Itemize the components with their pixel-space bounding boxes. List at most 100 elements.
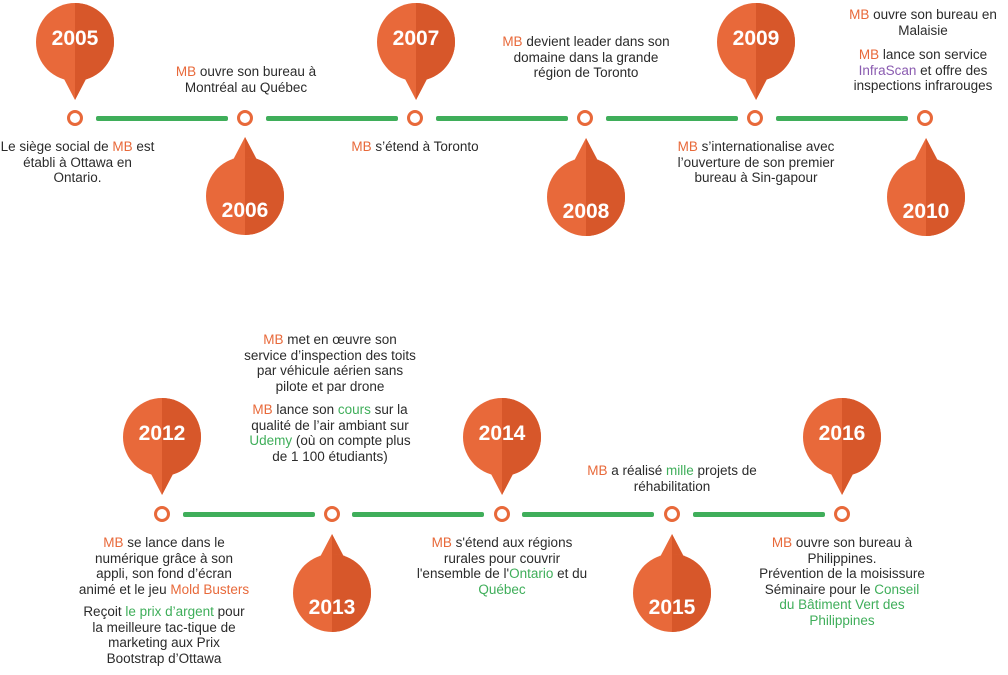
year-marker-2013: 2013: [292, 533, 372, 633]
timeline-segment: [606, 116, 738, 121]
map-pin-icon: [206, 137, 284, 235]
timeline-segment: [436, 116, 568, 121]
event-text-2006: MB ouvre son bureau à Montréal au Québec: [158, 64, 334, 95]
timeline-node-2015: [664, 506, 680, 522]
brand-name: MB: [103, 535, 124, 550]
event-text: et du: [553, 566, 588, 581]
event-text-2015: MB a réalisé mille projets de réhabilita…: [584, 463, 760, 494]
award-name: le prix d’argent: [125, 604, 214, 619]
brand-name: MB: [351, 139, 372, 154]
event-text: s’étend à Toronto: [371, 139, 479, 154]
year-marker-2015: 2015: [632, 533, 712, 633]
timeline-segment: [693, 512, 825, 517]
event-text-2016: MB ouvre son bureau à Philippines. Préve…: [756, 535, 928, 628]
map-pin-icon: [633, 534, 711, 632]
timeline-node-2006: [237, 110, 253, 126]
organization-name: Conseil du Bâtiment Vert des Philippines: [779, 581, 920, 628]
map-pin-icon: [36, 3, 114, 100]
brand-name: MB: [849, 7, 870, 22]
timeline-node-2014: [494, 506, 510, 522]
brand-name: MB: [587, 463, 608, 478]
service-name: InfraScan: [858, 62, 917, 78]
event-text-2013: MB met en œuvre son service d’inspection…: [244, 332, 416, 464]
timeline-segment: [522, 512, 654, 517]
brand-name: MB: [112, 139, 133, 154]
year-label: 2005: [51, 27, 99, 50]
timeline-segment: [266, 116, 398, 121]
timeline-node-2012: [154, 506, 170, 522]
year-label: 2014: [478, 422, 526, 445]
event-text: s’internationalise avec l’ouverture de s…: [677, 139, 835, 185]
event-text-2007: MB s’étend à Toronto: [330, 139, 500, 155]
event-text-2009: MB s’internationalise avec l’ouverture d…: [670, 139, 842, 186]
map-pin-icon: [123, 398, 201, 495]
timeline-node-2007: [407, 110, 423, 126]
game-name: Mold Busters: [170, 581, 250, 597]
event-text: et offre des inspections infrarouges: [853, 62, 993, 94]
timeline-node-2009: [747, 110, 763, 126]
map-pin-icon: [547, 138, 625, 236]
timeline-node-2010: [917, 110, 933, 126]
year-label: 2006: [221, 199, 269, 222]
year-marker-2009: 2009: [716, 2, 796, 102]
event-text: pour la meilleure tac-tique de marketing…: [92, 604, 245, 666]
year-label: 2013: [308, 596, 356, 619]
region-name: Québec: [478, 581, 526, 597]
brand-name: MB: [431, 535, 452, 550]
map-pin-icon: [463, 398, 541, 495]
year-label: 2010: [902, 200, 950, 223]
map-pin-icon: [803, 398, 881, 495]
event-text: sur la qualité de l’air ambiant sur: [251, 402, 409, 433]
event-text-2010: MB ouvre son bureau en Malaisie MB lance…: [840, 7, 1006, 94]
event-text: ouvre son bureau à Montréal au Québec: [184, 64, 317, 95]
year-marker-2016: 2016: [802, 397, 882, 497]
year-label: 2009: [732, 27, 780, 50]
timeline-node-2008: [577, 110, 593, 126]
brand-name: MB: [677, 139, 698, 154]
event-text: a réalisé: [607, 463, 666, 478]
timeline-node-2016: [834, 506, 850, 522]
event-text: lance son service: [879, 47, 988, 62]
brand-name: MB: [771, 535, 793, 550]
map-pin-icon: [887, 138, 965, 236]
brand-name: MB: [502, 34, 523, 49]
event-text: s'étend aux régions rurales pour couvrir…: [416, 535, 573, 581]
brand-name: MB: [858, 47, 880, 62]
year-marker-2012: 2012: [122, 397, 202, 497]
event-text: lance son: [272, 402, 338, 417]
event-text: projets de réhabilitation: [633, 463, 757, 494]
region-name: Ontario: [509, 566, 554, 581]
event-text: (où on compte plus de 1 100 étudiants): [272, 433, 411, 464]
event-text-2008: MB devient leader dans son domaine dans …: [500, 34, 672, 81]
year-marker-2014: 2014: [462, 397, 542, 497]
event-text: devient leader dans son domaine dans la …: [513, 34, 670, 80]
event-text-2012: MB se lance dans le numérique grâce à so…: [78, 535, 250, 666]
year-marker-2005: 2005: [35, 2, 115, 102]
event-text-2014: MB s'étend aux régions rurales pour couv…: [416, 535, 588, 597]
year-label: 2015: [648, 596, 696, 619]
event-text: se lance dans le numérique grâce à son a…: [78, 535, 234, 597]
year-label: 2007: [392, 27, 440, 50]
timeline-segment: [96, 116, 228, 121]
event-text-2005: Le siège social de MB est établi à Ottaw…: [0, 139, 155, 186]
timeline-node-2005: [67, 110, 83, 126]
event-text: Reçoit: [83, 604, 126, 619]
platform-name: Udemy: [249, 433, 293, 448]
brand-name: MB: [252, 402, 273, 417]
timeline-segment: [776, 116, 908, 121]
highlight: mille: [665, 463, 694, 478]
year-label: 2016: [818, 422, 866, 445]
event-text: Prévention de la moisissure: [759, 566, 925, 581]
timeline-segment: [352, 512, 484, 517]
brand-name: MB: [263, 332, 284, 347]
timeline-node-2013: [324, 506, 340, 522]
map-pin-icon: [293, 534, 371, 632]
year-marker-2007: 2007: [376, 2, 456, 102]
year-marker-2008: 2008: [546, 137, 626, 237]
event-text: Séminaire pour le: [764, 581, 875, 597]
year-marker-2010: 2010: [886, 137, 966, 237]
year-marker-2006: 2006: [205, 136, 285, 236]
year-label: 2008: [562, 200, 610, 223]
brand-name: MB: [175, 64, 197, 79]
map-pin-icon: [377, 3, 455, 100]
